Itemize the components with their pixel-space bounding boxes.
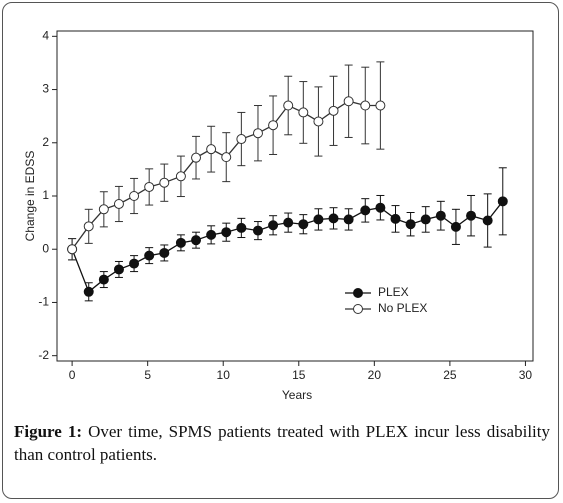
y-tick-label: 0	[42, 241, 49, 255]
x-tick-label: 0	[69, 368, 76, 382]
figure-frame	[2, 2, 559, 499]
x-tick-label: 10	[217, 368, 231, 382]
point	[175, 237, 186, 248]
point	[283, 217, 294, 228]
point	[98, 274, 109, 285]
legend-marker	[353, 304, 363, 314]
point	[360, 100, 371, 111]
point	[236, 134, 247, 145]
point	[98, 204, 109, 215]
point	[313, 214, 324, 225]
point	[206, 229, 217, 240]
series	[67, 61, 386, 261]
point	[450, 221, 461, 232]
point	[298, 107, 309, 118]
point	[360, 205, 371, 216]
point	[328, 213, 339, 224]
point	[83, 221, 94, 232]
point	[252, 225, 263, 236]
caption: Figure 1: Over time, SPMS patients treat…	[14, 420, 550, 466]
y-tick-label: 2	[42, 135, 49, 149]
point	[283, 100, 294, 111]
point	[175, 171, 186, 182]
x-tick-label: 30	[519, 368, 533, 382]
y-tick-label: 1	[42, 188, 49, 202]
point	[466, 210, 477, 221]
point	[221, 152, 232, 163]
x-tick-label: 15	[292, 368, 306, 382]
plot-frame	[56, 30, 534, 362]
point	[497, 196, 508, 207]
y-axis-label: Change in EDSS	[23, 151, 37, 242]
legend-marker	[353, 288, 363, 298]
y-tick-label: 3	[42, 82, 49, 96]
x-tick-label: 5	[144, 368, 151, 382]
point	[298, 219, 309, 230]
point	[144, 181, 155, 192]
point	[83, 286, 94, 297]
point	[252, 128, 263, 139]
point	[129, 258, 140, 269]
point	[268, 220, 279, 231]
point	[405, 219, 416, 230]
point	[159, 177, 170, 188]
y-tick-label: -1	[38, 295, 49, 309]
chart: Years Change in EDSS 0 5 10 15 20 25 30 -2 -1 0 1 2…	[23, 28, 534, 402]
legend-label: PLEX	[378, 285, 409, 299]
caption-label: Figure 1:	[14, 422, 83, 441]
point	[435, 210, 446, 221]
point	[113, 264, 124, 275]
point	[191, 235, 202, 246]
point	[343, 214, 354, 225]
point	[159, 247, 170, 258]
legend-label: No PLEX	[378, 301, 427, 315]
x-tick-label: 25	[443, 368, 457, 382]
point	[67, 244, 78, 255]
series	[67, 167, 508, 302]
y-tick-label: 4	[42, 28, 49, 42]
point	[221, 227, 232, 238]
point	[113, 198, 124, 209]
point	[375, 100, 386, 111]
caption-text: Over time, SPMS patients treated with PL…	[14, 422, 550, 464]
point	[236, 222, 247, 233]
point	[375, 202, 386, 213]
point	[191, 152, 202, 163]
x-axis-label: Years	[282, 388, 312, 402]
point	[343, 96, 354, 107]
y-tick-label: -2	[38, 348, 49, 362]
point	[328, 105, 339, 116]
point	[390, 213, 401, 224]
point	[482, 215, 493, 226]
point	[420, 214, 431, 225]
point	[313, 116, 324, 127]
point	[206, 144, 217, 155]
point	[129, 191, 140, 201]
x-tick-label: 20	[368, 368, 382, 382]
point	[268, 120, 279, 131]
point	[144, 250, 155, 261]
